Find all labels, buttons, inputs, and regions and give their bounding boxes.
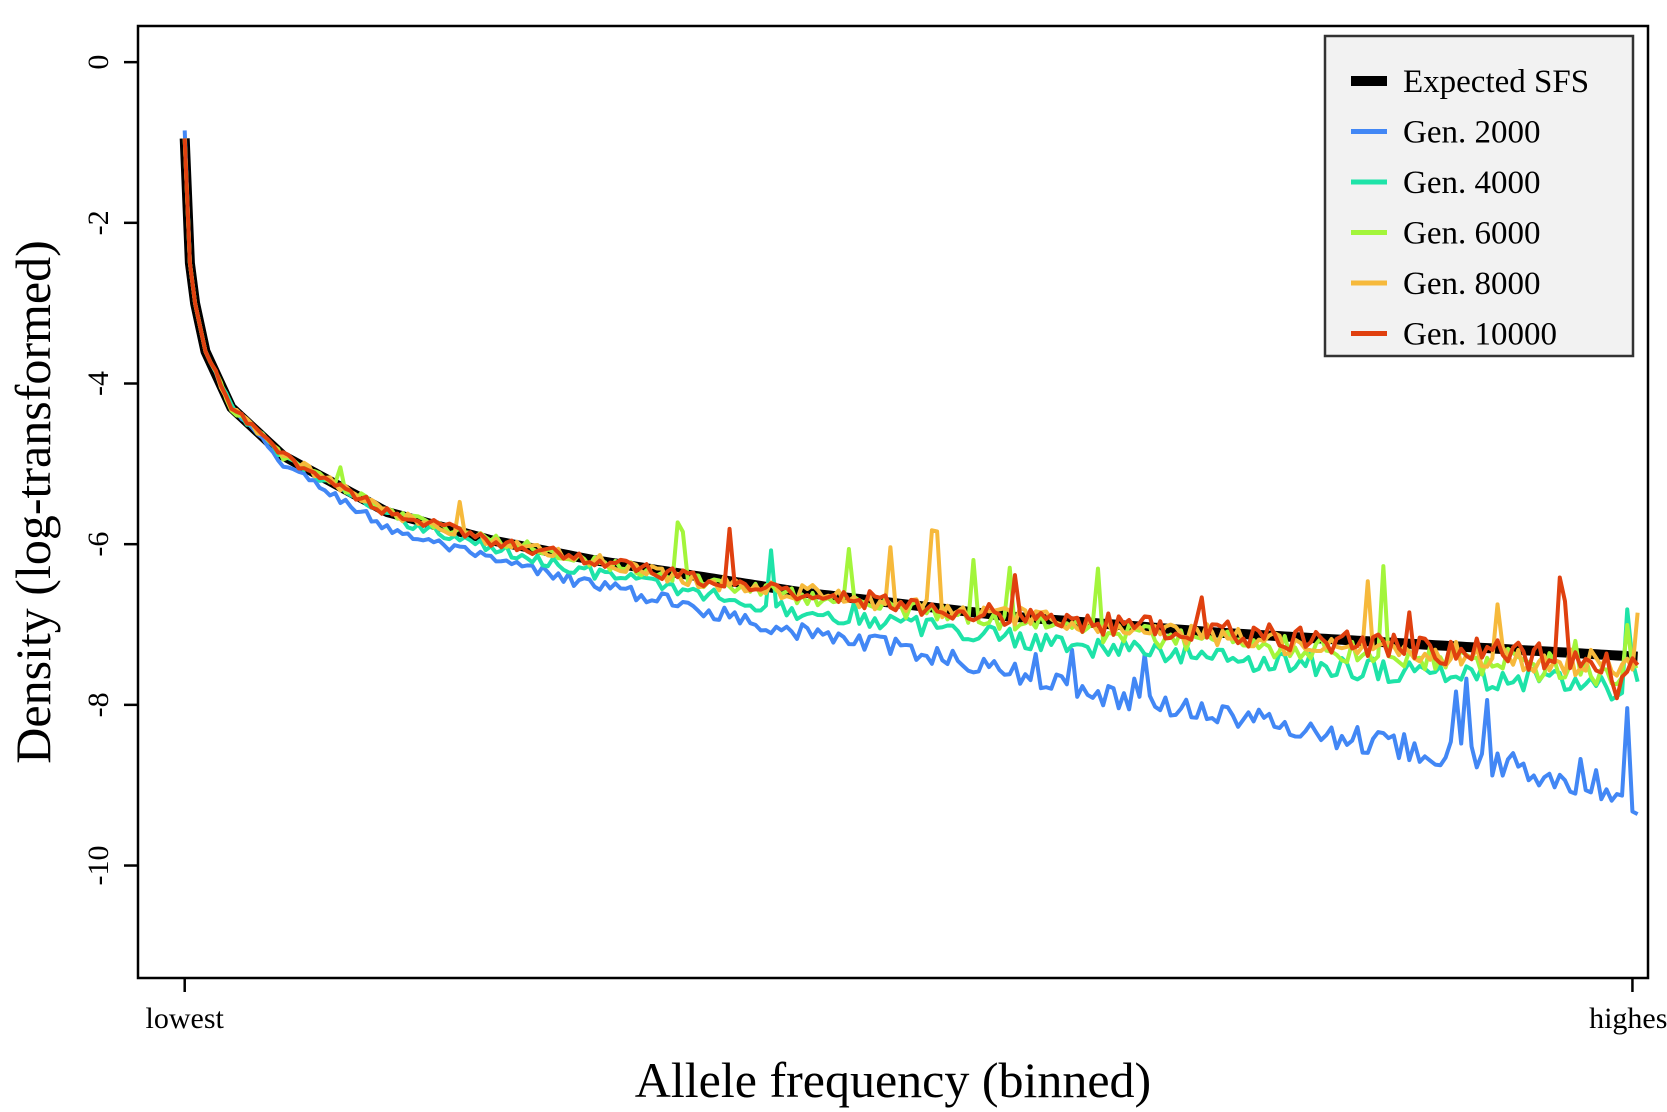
x-tick-label: lowest xyxy=(146,1002,225,1035)
y-tick-label: -8 xyxy=(82,692,115,717)
y-tick-label: -4 xyxy=(82,371,115,396)
legend-label: Gen. 2000 xyxy=(1403,115,1540,151)
y-tick-label: -10 xyxy=(82,846,115,886)
legend-label: Gen. 4000 xyxy=(1403,165,1540,201)
y-tick-label: -6 xyxy=(82,532,115,557)
legend-label: Gen. 10000 xyxy=(1403,317,1557,353)
series-line-gen-4000 xyxy=(182,138,1640,702)
x-tick-label: highest xyxy=(1589,1002,1667,1035)
y-tick-label: -2 xyxy=(82,210,115,235)
legend: Expected SFS Gen. 2000 Gen. 4000 Gen. 6000 G… xyxy=(1323,34,1635,358)
y-tick-label: 0 xyxy=(82,55,115,70)
x-axis-title: Allele frequency (binned) xyxy=(635,1052,1151,1108)
legend-label: Gen. 6000 xyxy=(1403,216,1540,252)
x-axis: lowest highest xyxy=(146,978,1667,1035)
series-line-gen-2000 xyxy=(182,130,1639,816)
series-layer xyxy=(179,130,1640,816)
y-axis-title: Density (log-transformed) xyxy=(5,240,61,763)
legend-label: Gen. 8000 xyxy=(1403,266,1540,302)
y-axis: 0 -2 -4 -6 -8 -10 xyxy=(82,55,138,886)
legend-label: Expected SFS xyxy=(1403,64,1589,100)
legend-box xyxy=(1323,34,1635,358)
plot-frame xyxy=(136,24,1650,980)
series-line-gen-10000 xyxy=(182,138,1640,701)
